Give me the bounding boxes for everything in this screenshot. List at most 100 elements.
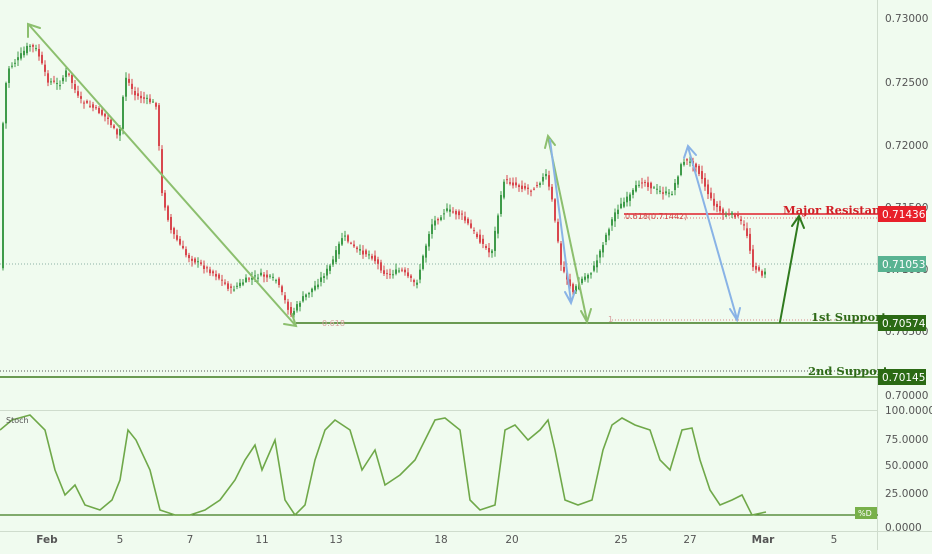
candle-body [359, 249, 361, 251]
stoch-tick-label: 75.0000 [885, 434, 928, 446]
candle-body [350, 242, 352, 244]
candle-body [62, 77, 64, 82]
x-tick-label: 18 [434, 534, 447, 546]
candle-body [683, 161, 685, 165]
candle-body [338, 243, 340, 255]
candle-body [257, 277, 259, 279]
price-tag-support1: 0.70574 [878, 315, 926, 331]
candle-body [509, 182, 511, 184]
x-tick-label: 27 [683, 534, 696, 546]
candle-body [152, 101, 154, 103]
candle-body [590, 273, 592, 275]
candle-body [167, 206, 169, 220]
y-tick-label: 0.73000 [885, 13, 928, 25]
candle-body [428, 234, 430, 247]
candle-body [248, 278, 250, 280]
candle-body [263, 274, 265, 277]
candle-body [470, 223, 472, 228]
x-tick-label: 25 [614, 534, 627, 546]
candle-body [527, 187, 529, 189]
candle-body [35, 48, 37, 50]
candle-body [182, 245, 184, 249]
candle-body [80, 96, 82, 99]
candle-body [161, 149, 163, 194]
price-tag-current: 0.71053 [878, 256, 926, 272]
candle-body [2, 123, 4, 269]
candle-body [284, 295, 286, 301]
candle-body [443, 213, 445, 215]
candle-body [488, 247, 490, 253]
candle-body [398, 270, 400, 272]
candle-body [332, 259, 334, 265]
stoch-series-tag: %D [855, 507, 877, 519]
candle-body [584, 276, 586, 280]
candle-body [500, 195, 502, 214]
time-axis: Feb 5 7 11 13 18 20 25 27 Mar 5 [36, 534, 837, 546]
candle-body [353, 244, 355, 247]
candle-body [11, 65, 13, 67]
candle-body [695, 163, 697, 168]
candle-body [32, 45, 34, 47]
candle-body [116, 129, 118, 135]
candle-body [644, 182, 646, 184]
candle-body [407, 272, 409, 277]
candle-body [620, 203, 622, 209]
candle-body [233, 289, 235, 291]
candle-body [296, 304, 298, 311]
candle-body [404, 269, 406, 273]
candle-body [530, 190, 532, 192]
x-tick-label: 13 [329, 534, 342, 546]
candle-body [374, 255, 376, 262]
candle-body [503, 181, 505, 198]
candle-body [38, 48, 40, 57]
candle-body [464, 216, 466, 221]
candle-body [290, 307, 292, 315]
fib-one-label: 1 [608, 315, 613, 324]
candle-body [512, 182, 514, 186]
candle-body [491, 250, 493, 254]
candle-body [506, 179, 508, 181]
candle-body [341, 238, 343, 245]
candle-body [44, 64, 46, 72]
candle-body [626, 196, 628, 203]
candle-body [326, 268, 328, 276]
candle-body [272, 276, 274, 278]
candle-body [314, 285, 316, 290]
candle-body [14, 62, 16, 64]
candle-body [701, 171, 703, 180]
candle-body [569, 279, 571, 287]
candle-body [242, 282, 244, 285]
candle-body [185, 249, 187, 256]
candle-body [95, 107, 97, 109]
candle-body [629, 194, 631, 201]
candle-body [647, 182, 649, 188]
candle-body [92, 104, 94, 108]
candle-body [56, 83, 58, 85]
candle-body [431, 224, 433, 235]
candle-body [704, 177, 706, 187]
candle-body [752, 249, 754, 268]
candle-body [131, 83, 133, 89]
candle-body [41, 54, 43, 64]
y-tick-label: 0.72500 [885, 77, 928, 89]
candle-body [677, 176, 679, 185]
candle-body [188, 254, 190, 259]
candle-body [563, 266, 565, 272]
candle-body [287, 301, 289, 310]
candle-body [110, 119, 112, 126]
candle-body [77, 91, 79, 96]
candle-body [191, 258, 193, 261]
candle-body [206, 267, 208, 269]
candle-body [386, 273, 388, 275]
candle-body [239, 282, 241, 287]
candle-body [551, 186, 553, 200]
y-tick-label: 0.72000 [885, 140, 928, 152]
candle-body [743, 224, 745, 226]
stoch-d-line [0, 414, 767, 517]
candle-body [158, 105, 160, 146]
candle-body [176, 235, 178, 240]
candle-body [482, 238, 484, 244]
candle-body [689, 161, 691, 163]
candle-body [83, 102, 85, 104]
